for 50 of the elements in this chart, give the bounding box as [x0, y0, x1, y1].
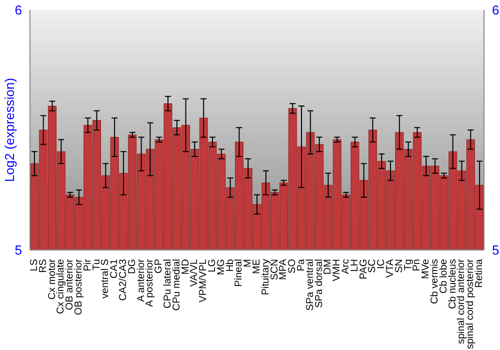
x-tick-label: CA2/CA3 — [118, 258, 129, 301]
x-tick-label: VPM/VPL — [198, 258, 210, 302]
x-tick-label: Pa — [296, 258, 308, 272]
x-tick-label: A anterior — [136, 258, 147, 302]
x-tick-label: GP — [154, 258, 165, 274]
x-tick-label: SPa ventral — [304, 259, 316, 311]
x-tick-label: Arc — [340, 259, 352, 274]
x-tick-label: Cb lobe — [438, 258, 450, 294]
x-tick-label: SCN — [269, 259, 280, 280]
x-tick-label: Hb — [224, 258, 236, 272]
x-tick-label: VMH — [332, 259, 343, 282]
x-tick-label: Cx cingulate — [56, 258, 67, 314]
x-tick-label: CPu lateral — [162, 259, 174, 308]
x-tick-label: MPA — [278, 258, 290, 280]
x-tick-label: VTA — [385, 258, 396, 278]
x-tick-label: M — [242, 259, 254, 268]
x-tick-label: IC — [376, 259, 388, 269]
x-tick-label: DG — [126, 258, 138, 274]
x-tick-label: Pineal — [234, 259, 245, 287]
x-tick-label: Pituitary — [260, 259, 272, 296]
x-tick-label: RS — [38, 258, 49, 273]
y-axis-title: Log2 (expression) — [2, 78, 17, 182]
y2-tick-label: 5 — [492, 242, 500, 258]
x-tick-label: SPa dorsal — [314, 259, 325, 308]
x-tick-label: ventral S — [100, 258, 112, 298]
x-tick-label: SN — [394, 259, 405, 273]
x-tick-label: Tu — [91, 259, 102, 270]
x-tick-label: Pn — [412, 259, 423, 272]
x-tick-label: SC — [367, 259, 378, 273]
x-tick-label: Retina — [474, 258, 486, 288]
x-tick-label: spinal cord anterior — [456, 258, 468, 344]
y2-tick-label: 6 — [492, 2, 500, 18]
x-tick-label: OB posterior — [73, 258, 84, 316]
x-tick-label: MVe — [420, 258, 432, 280]
x-tick-label: MG — [216, 258, 227, 276]
x-tick-label: LS — [28, 258, 40, 272]
x-tick-label: Pir — [82, 258, 94, 272]
x-tick-label: Cb nucleus — [447, 259, 458, 310]
x-tick-label: PAG — [358, 258, 370, 280]
x-tick-label: CA1 — [109, 258, 120, 278]
x-tick-label: spinal cord posterior — [465, 258, 476, 350]
x-tick-label: CPu medial — [171, 259, 182, 311]
x-tick-label: OB anterior — [64, 258, 76, 310]
x-tick-label: Tg — [402, 259, 414, 271]
x-tick-label: A posterior — [144, 258, 156, 307]
x-tick-label: ME — [252, 258, 262, 274]
x-tick-label: SO — [287, 258, 298, 274]
x-tick-label: DM — [322, 259, 334, 275]
x-tick-label: LH — [349, 259, 360, 272]
x-tick-label: LG — [206, 258, 218, 272]
